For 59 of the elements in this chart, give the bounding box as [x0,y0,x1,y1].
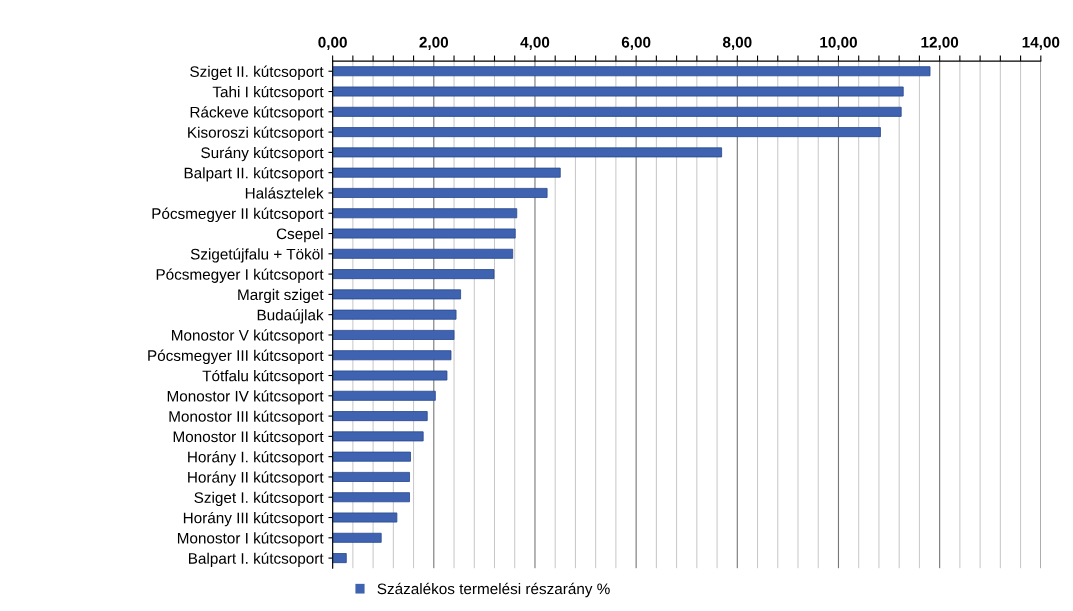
y-tick-label: Kisoroszi kútcsoport [188,126,324,141]
x-tick-label: 6,00 [621,36,651,50]
y-tick-label: Pócsmegyer III kútcsoport [148,349,324,365]
y-tick-label: Monostor V kútcsoport [172,329,324,344]
bar [332,411,428,422]
bar [332,553,347,564]
y-tick-label: Horány II kútcsoport [188,471,324,486]
bar [332,106,902,117]
y-tick-label: Monostor III kútcsoport [169,410,324,425]
bar [332,228,516,239]
y-tick-label: Halásztelek [245,187,324,199]
y-tick-label: Balpart II. kútcsoport [184,167,324,182]
bar [332,431,424,442]
bar [332,187,548,198]
y-tick-label: Sziget II. kútcsoport [190,65,324,81]
bar [332,86,904,97]
x-tick-label: 0,00 [318,36,347,50]
y-tick-label: Surány kútcsoport [201,146,324,162]
x-tick-label: 8,00 [722,36,752,50]
x-tick-label: 14,00 [1022,36,1060,50]
bar [332,66,931,77]
bar [332,471,410,482]
bar [332,147,723,158]
y-tick-label: Csepel [276,227,323,243]
y-tick-label: Monostor I kútcsoport [177,532,324,547]
bar [332,329,455,340]
y-tick-label: Balpart I. kútcsoport [189,552,324,567]
bar [332,127,881,138]
y-tick-label: Szigetújfalu + Tököl [190,248,323,263]
y-tick-label: Tótfalu kútcsoport [202,369,324,385]
y-tick-label: Budaújlak [257,309,324,324]
bar [332,289,462,300]
bar [332,248,514,259]
x-tick-label: 2,00 [419,36,449,50]
bar [332,532,382,543]
y-tick-label: Horány I. kútcsoport [188,451,324,466]
bar [332,512,398,523]
bar [332,167,561,178]
x-tick-label: 10,00 [820,36,857,50]
y-tick-label: Tahi I kútcsoport [212,85,324,101]
y-tick-label: Ráckeve kútcsoport [190,106,324,121]
bar [332,370,448,381]
y-tick-label: Pócsmegyer II kútcsoport [152,207,324,223]
bar [332,390,436,401]
x-tick-label: 12,00 [921,36,959,50]
y-tick-label: Monostor II kútcsoport [173,430,324,446]
bar [332,492,410,503]
bar [332,208,518,219]
y-tick-label: Sziget I. kútcsoport [194,491,324,507]
bar [332,269,495,280]
bar [332,309,457,320]
y-tick-label: Pócsmegyer I kútcsoport [156,268,324,283]
bar [332,350,452,361]
bar [332,451,411,462]
x-tick-label: 4,00 [520,36,550,50]
y-tick-label: Monostor IV kútcsoport [167,390,324,405]
y-tick-label: Margit sziget [238,288,324,304]
legend-label: Százalékos termelési részarány % [377,582,610,598]
y-tick-label: Horány III kútcsoport [183,511,324,527]
